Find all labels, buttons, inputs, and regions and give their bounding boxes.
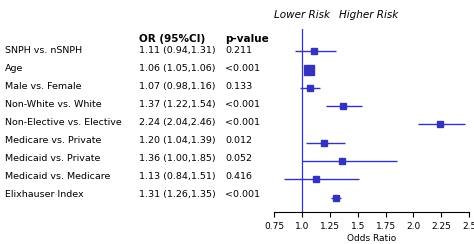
Text: Male vs. Female: Male vs. Female [5, 82, 81, 91]
Text: Medicaid vs. Medicare: Medicaid vs. Medicare [5, 172, 110, 181]
Text: Age: Age [5, 64, 23, 73]
Text: Elixhauser Index: Elixhauser Index [5, 190, 83, 199]
Text: Non-Elective vs. Elective: Non-Elective vs. Elective [5, 118, 121, 127]
Text: 1.37 (1.22,1.54): 1.37 (1.22,1.54) [139, 100, 216, 109]
Text: 0.052: 0.052 [226, 154, 253, 163]
Text: 0.133: 0.133 [226, 82, 253, 91]
Text: 1.13 (0.84,1.51): 1.13 (0.84,1.51) [139, 172, 216, 181]
Text: 2.24 (2.04,2.46): 2.24 (2.04,2.46) [139, 118, 216, 127]
Text: 0.416: 0.416 [226, 172, 253, 181]
Text: <0.001: <0.001 [226, 100, 261, 109]
Text: 1.07 (0.98,1.16): 1.07 (0.98,1.16) [139, 82, 216, 91]
Text: 1.11 (0.94,1.31): 1.11 (0.94,1.31) [139, 46, 216, 55]
Text: 1.36 (1.00,1.85): 1.36 (1.00,1.85) [139, 154, 216, 163]
Text: 1.06 (1.05,1.06): 1.06 (1.05,1.06) [139, 64, 216, 73]
Text: 0.012: 0.012 [226, 136, 253, 145]
Text: <0.001: <0.001 [226, 118, 261, 127]
Text: <0.001: <0.001 [226, 64, 261, 73]
Text: Medicaid vs. Private: Medicaid vs. Private [5, 154, 100, 163]
Text: <0.001: <0.001 [226, 190, 261, 199]
Text: Higher Risk: Higher Risk [339, 10, 399, 20]
Text: 0.211: 0.211 [226, 46, 253, 55]
Text: SNPH vs. nSNPH: SNPH vs. nSNPH [5, 46, 82, 55]
Text: Non-White vs. White: Non-White vs. White [5, 100, 101, 109]
X-axis label: Odds Ratio: Odds Ratio [347, 234, 396, 243]
Text: OR (95%CI): OR (95%CI) [139, 34, 206, 44]
Text: 1.31 (1.26,1.35): 1.31 (1.26,1.35) [139, 190, 216, 199]
Text: Lower Risk: Lower Risk [274, 10, 330, 20]
Text: Medicare vs. Private: Medicare vs. Private [5, 136, 101, 145]
Text: 1.20 (1.04,1.39): 1.20 (1.04,1.39) [139, 136, 216, 145]
Text: p-value: p-value [226, 34, 269, 44]
